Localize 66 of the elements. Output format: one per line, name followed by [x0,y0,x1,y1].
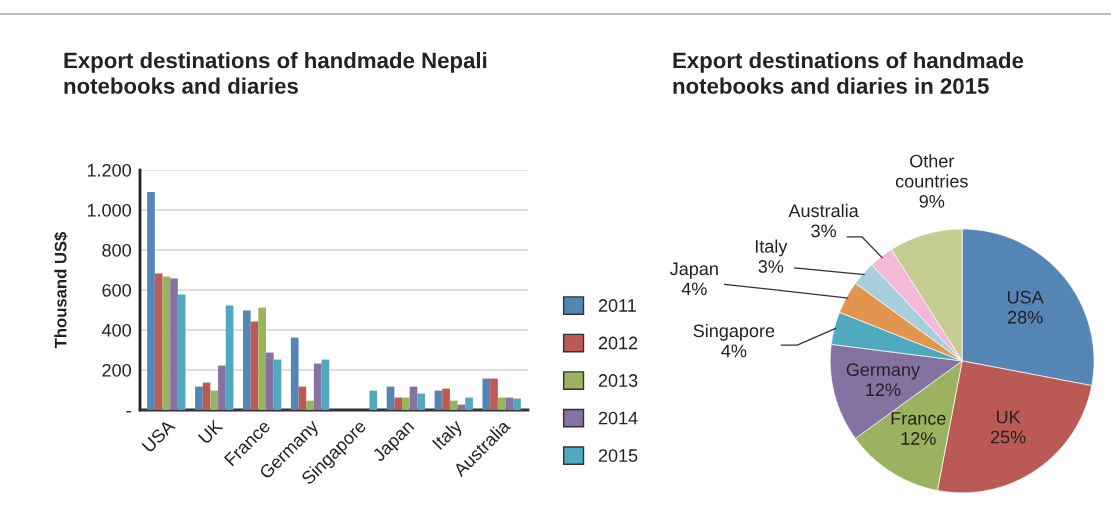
y-tick-label: 1.200 [87,163,131,177]
legend-label: 2011 [598,299,636,312]
slice-label: Japan [669,262,718,279]
bar [210,390,219,410]
bar [218,365,226,410]
slice-label: Germany [846,363,920,380]
bar [442,388,450,410]
chart-title: Export destinations of handmade Nepali notebooks and diaries [64,52,487,94]
bar [147,192,155,410]
bar [195,386,203,410]
bar [202,382,211,410]
bar [242,310,251,410]
bar [490,378,498,410]
y-tick-label: 1.000 [87,203,131,217]
y-tick-label: 600 [102,283,131,297]
y-tick-label: 200 [102,363,131,377]
bar [386,386,395,410]
bar [177,294,186,410]
legend-label: 2014 [598,411,638,425]
legend-label: 2015 [598,449,638,462]
bar [250,321,259,410]
bar [298,386,307,410]
bar [225,305,234,410]
bar [505,397,514,410]
data-label: 12% [901,432,936,445]
bar [449,400,458,410]
bar [369,390,378,410]
bar [170,278,178,410]
data-label: 9% [919,194,945,208]
bar [409,386,418,410]
bar [306,400,314,410]
data-label: 3% [758,260,784,273]
bar [482,378,491,410]
bar [465,397,473,410]
bar [417,393,426,410]
bar [265,352,274,410]
slice-label: Singapore [693,323,775,341]
data-label: 4% [681,282,707,296]
slice-label: Australia [788,203,859,218]
x-tick-label: USA [141,418,176,453]
bar [513,398,521,410]
data-label: 3% [811,224,836,238]
y-tick-label: - [126,411,131,413]
y-tick-label: 800 [102,243,131,257]
y-axis-title: Thousand US$ [53,231,68,349]
bar [290,337,299,410]
data-label: 12% [866,383,901,397]
data-label: 28% [1008,310,1043,324]
bar [313,363,322,410]
slice-label: USA [1007,290,1044,304]
bar [258,307,266,410]
bar [402,397,410,410]
bar [321,359,330,410]
legend-label: 2012 [598,336,638,350]
bar [273,359,282,410]
bar [394,397,403,410]
data-label: 4% [721,344,747,358]
legend-label: 2013 [598,374,638,387]
chart-title: Export destinations of handmade notebooks and diaries in 2015 [673,52,1024,94]
data-label: 25% [990,430,1026,444]
bar [154,273,163,410]
slice-label: Other countries [895,154,968,188]
bar [162,276,171,410]
x-tick-label: UK [197,418,224,445]
y-tick-label: 400 [101,323,131,337]
slice-label: Italy [755,239,788,257]
